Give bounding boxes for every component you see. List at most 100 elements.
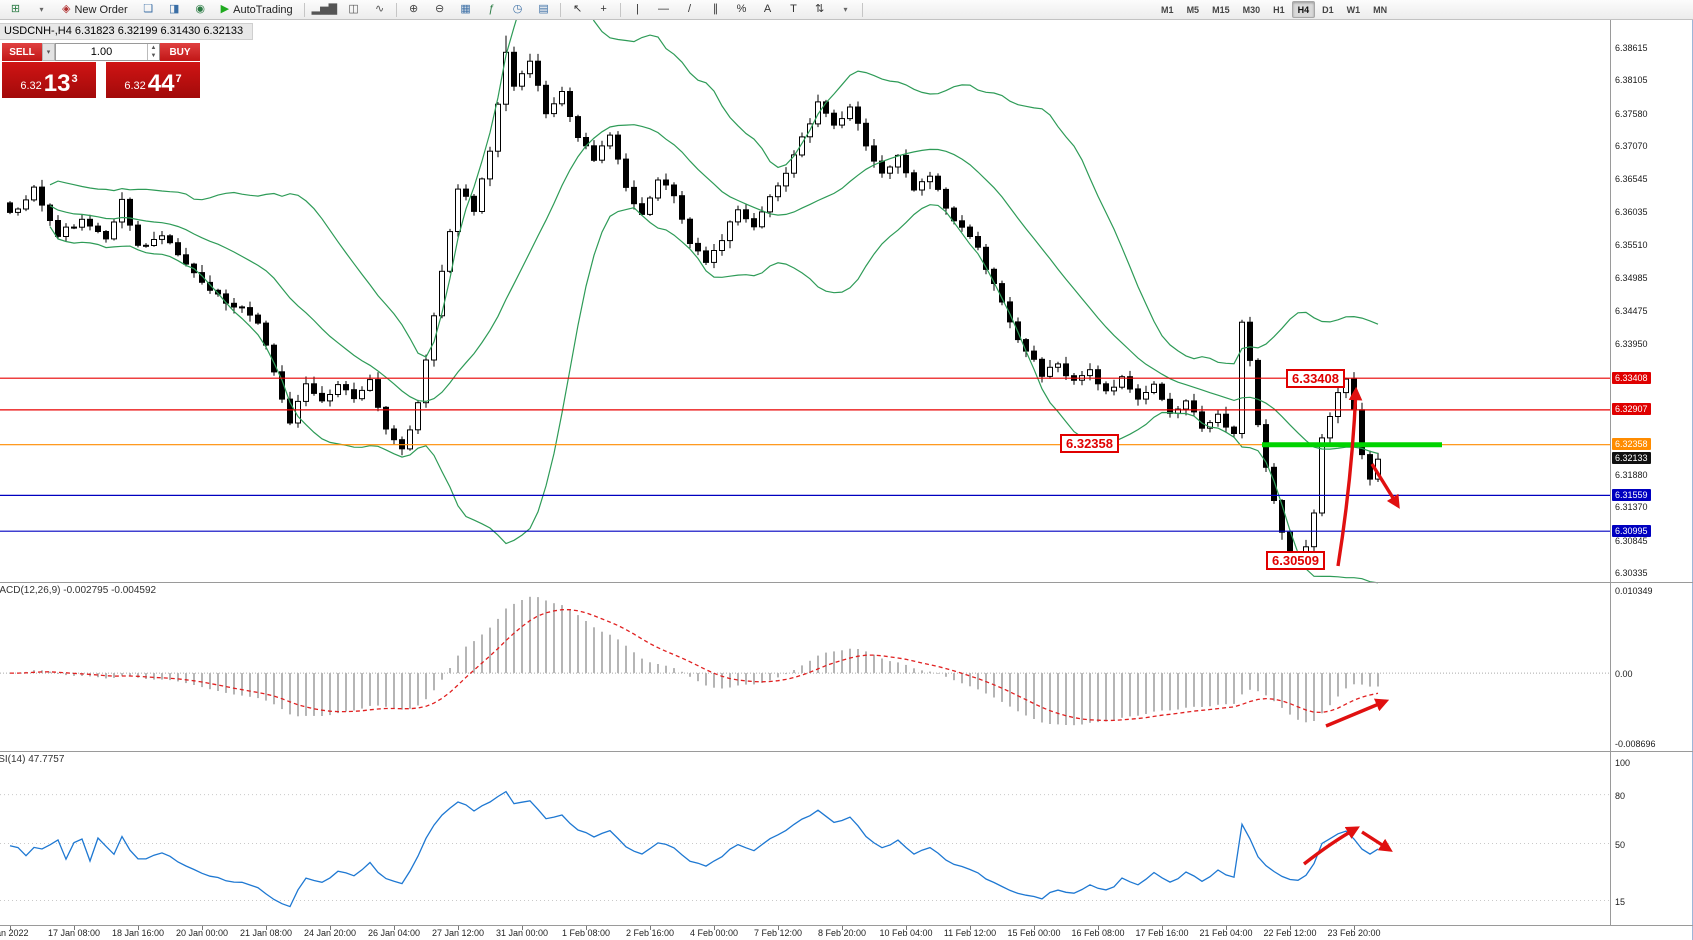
text-icon[interactable]: A bbox=[755, 1, 780, 19]
price-annotation-box[interactable]: 6.33408 bbox=[1286, 369, 1345, 388]
toolbar-separator bbox=[862, 2, 864, 17]
print-preview-icon[interactable]: ◨ bbox=[162, 1, 187, 19]
rsi-axis-label: 100 bbox=[1615, 758, 1631, 768]
cursor-icon[interactable]: ↖ bbox=[565, 1, 590, 19]
periods-icon: ◷ bbox=[512, 3, 523, 15]
indicators-icon[interactable]: ƒ bbox=[479, 1, 504, 19]
fibonacci-icon[interactable]: % bbox=[729, 1, 754, 19]
tile-windows-icon[interactable]: ▦ bbox=[453, 1, 478, 19]
timeframe-button-m15[interactable]: M15 bbox=[1212, 4, 1230, 15]
price-axis-tag: 6.31559 bbox=[1612, 488, 1651, 501]
autotrading-button[interactable]: ▶ AutoTrading bbox=[214, 1, 300, 19]
volume-down-icon[interactable]: ▼ bbox=[150, 53, 157, 59]
price-up-arrow[interactable] bbox=[1336, 386, 1363, 567]
vertical-line-icon[interactable]: | bbox=[625, 1, 650, 19]
equidistant-channel-icon: ∥ bbox=[712, 3, 719, 15]
crosshair-icon: + bbox=[600, 3, 607, 15]
macd-pane-separator[interactable] bbox=[0, 582, 1693, 583]
time-axis-label: 11 Feb 12:00 bbox=[943, 928, 997, 938]
price-annotation-box[interactable]: 6.32358 bbox=[1060, 434, 1119, 453]
indicators-icon: ƒ bbox=[488, 3, 495, 15]
buy-price-main: 44 bbox=[147, 70, 175, 98]
time-axis-label: 21 Feb 04:00 bbox=[1199, 928, 1253, 938]
arrows-objects-icon[interactable]: ⇅ bbox=[807, 1, 832, 19]
price-axis-label: 6.34985 bbox=[1615, 273, 1648, 284]
templates-icon[interactable]: ▤ bbox=[531, 1, 556, 19]
time-axis-label: 23 Feb 20:00 bbox=[1327, 928, 1381, 938]
price-annotation-box[interactable]: 6.30509 bbox=[1266, 551, 1325, 570]
bollinger-lower-line bbox=[49, 204, 1379, 584]
timeframe-button-mn[interactable]: MN bbox=[1373, 4, 1388, 15]
toolbar-separator bbox=[303, 2, 305, 17]
price-axis-tag: 6.30995 bbox=[1612, 524, 1651, 537]
bollinger-middle-line bbox=[49, 124, 1379, 455]
volume-up-icon[interactable]: ▲ bbox=[150, 45, 157, 51]
time-axis-tick bbox=[74, 926, 75, 930]
crosshair-icon[interactable]: + bbox=[591, 1, 616, 19]
new-chart-icon[interactable]: ⊞ bbox=[3, 1, 28, 19]
periods-icon[interactable]: ◷ bbox=[505, 1, 530, 19]
timeframe-button-w1[interactable]: W1 bbox=[1346, 4, 1361, 15]
volume-caret-icon[interactable]: ▾ bbox=[42, 43, 55, 61]
price-axis-tag: 6.33408 bbox=[1612, 371, 1651, 384]
volume-stepper[interactable]: ▲ ▼ bbox=[147, 44, 159, 60]
zoom-out-icon: ⊖ bbox=[434, 3, 445, 15]
time-axis-label: 17 Feb 16:00 bbox=[1135, 928, 1189, 938]
time-axis-label: 27 Jan 12:00 bbox=[431, 928, 485, 938]
expert-advisors-icon[interactable]: ◉ bbox=[188, 1, 213, 19]
toolbar: ⊞ ▾ ◈ New Order ❏ ◨ ◉ ▶ AutoTrading ▂▅▇ ◫ ∿ ⊕ ⊖ ▦ ƒ ◷ ▤ ↖ +… bbox=[0, 0, 1693, 20]
bar-chart-icon[interactable]: ▂▅▇ bbox=[309, 1, 340, 19]
rsi-axis-label: 80 bbox=[1615, 790, 1626, 801]
timeframe-button-m1[interactable]: M1 bbox=[1161, 4, 1174, 15]
toolbar-separator bbox=[560, 2, 562, 17]
toolbar-separator bbox=[620, 2, 622, 17]
timeframe-button-m5[interactable]: M5 bbox=[1186, 4, 1200, 15]
equidistant-channel-icon[interactable]: ∥ bbox=[703, 1, 728, 19]
trendline-icon[interactable]: / bbox=[677, 1, 702, 19]
time-axis-tick bbox=[394, 926, 395, 930]
text-label-icon[interactable]: T bbox=[781, 1, 806, 19]
timeframe-button-h4[interactable]: H4 bbox=[1291, 1, 1316, 18]
price-axis-separator[interactable] bbox=[1610, 20, 1611, 925]
new-chart-caret-icon[interactable]: ▾ bbox=[29, 1, 54, 19]
rsi-axis-label: 50 bbox=[1615, 839, 1626, 850]
time-axis-label: 15 Feb 00:00 bbox=[1007, 928, 1061, 938]
timeframe-button-m30[interactable]: M30 bbox=[1242, 4, 1261, 15]
rsi-pane-separator[interactable] bbox=[0, 751, 1693, 752]
rsi-line bbox=[9, 790, 1379, 908]
sell-button[interactable]: SELL bbox=[2, 43, 42, 61]
time-axis-tick bbox=[1098, 926, 1099, 930]
buy-price-sup: 7 bbox=[175, 73, 182, 85]
objects-caret-icon[interactable]: ▾ bbox=[833, 1, 858, 19]
autotrading-button-label: AutoTrading bbox=[233, 3, 293, 16]
sell-price-sup: 3 bbox=[71, 73, 78, 85]
volume-input[interactable]: 1.00 ▲ ▼ bbox=[55, 43, 160, 61]
sell-price-button[interactable]: 6.32 13 3 bbox=[2, 62, 96, 98]
text-label-icon: T bbox=[790, 3, 797, 15]
horizontal-line-icon[interactable]: — bbox=[651, 1, 676, 19]
rsi-up-arrow[interactable] bbox=[1302, 826, 1360, 866]
macd-up-arrow[interactable] bbox=[1325, 698, 1390, 728]
timeframe-button-d1[interactable]: D1 bbox=[1322, 4, 1334, 15]
zoom-out-icon[interactable]: ⊖ bbox=[427, 1, 452, 19]
timeframe-button-h1[interactable]: H1 bbox=[1273, 4, 1285, 15]
rsi-down-arrow[interactable] bbox=[1361, 830, 1393, 852]
time-axis-label: 8 Feb 20:00 bbox=[817, 928, 867, 938]
new-chart-caret-icon: ▾ bbox=[39, 4, 44, 14]
buy-price-button[interactable]: 6.32 44 7 bbox=[106, 62, 200, 98]
time-axis-tick bbox=[778, 926, 779, 930]
macd-signal-line bbox=[10, 609, 1379, 722]
time-axis-tick bbox=[266, 926, 267, 930]
vertical-line-icon: | bbox=[636, 3, 639, 15]
print-icon[interactable]: ❏ bbox=[136, 1, 161, 19]
line-chart-icon[interactable]: ∿ bbox=[367, 1, 392, 19]
zoom-in-icon[interactable]: ⊕ bbox=[401, 1, 426, 19]
macd-histogram bbox=[17, 596, 1379, 726]
candlestick-chart-icon[interactable]: ◫ bbox=[341, 1, 366, 19]
price-down-arrow[interactable] bbox=[1370, 463, 1400, 509]
autotrading-play-icon: ▶ bbox=[220, 3, 230, 15]
new-order-button[interactable]: ◈ New Order bbox=[55, 1, 135, 19]
buy-button[interactable]: BUY bbox=[160, 43, 200, 61]
time-axis-tick bbox=[1034, 926, 1035, 930]
